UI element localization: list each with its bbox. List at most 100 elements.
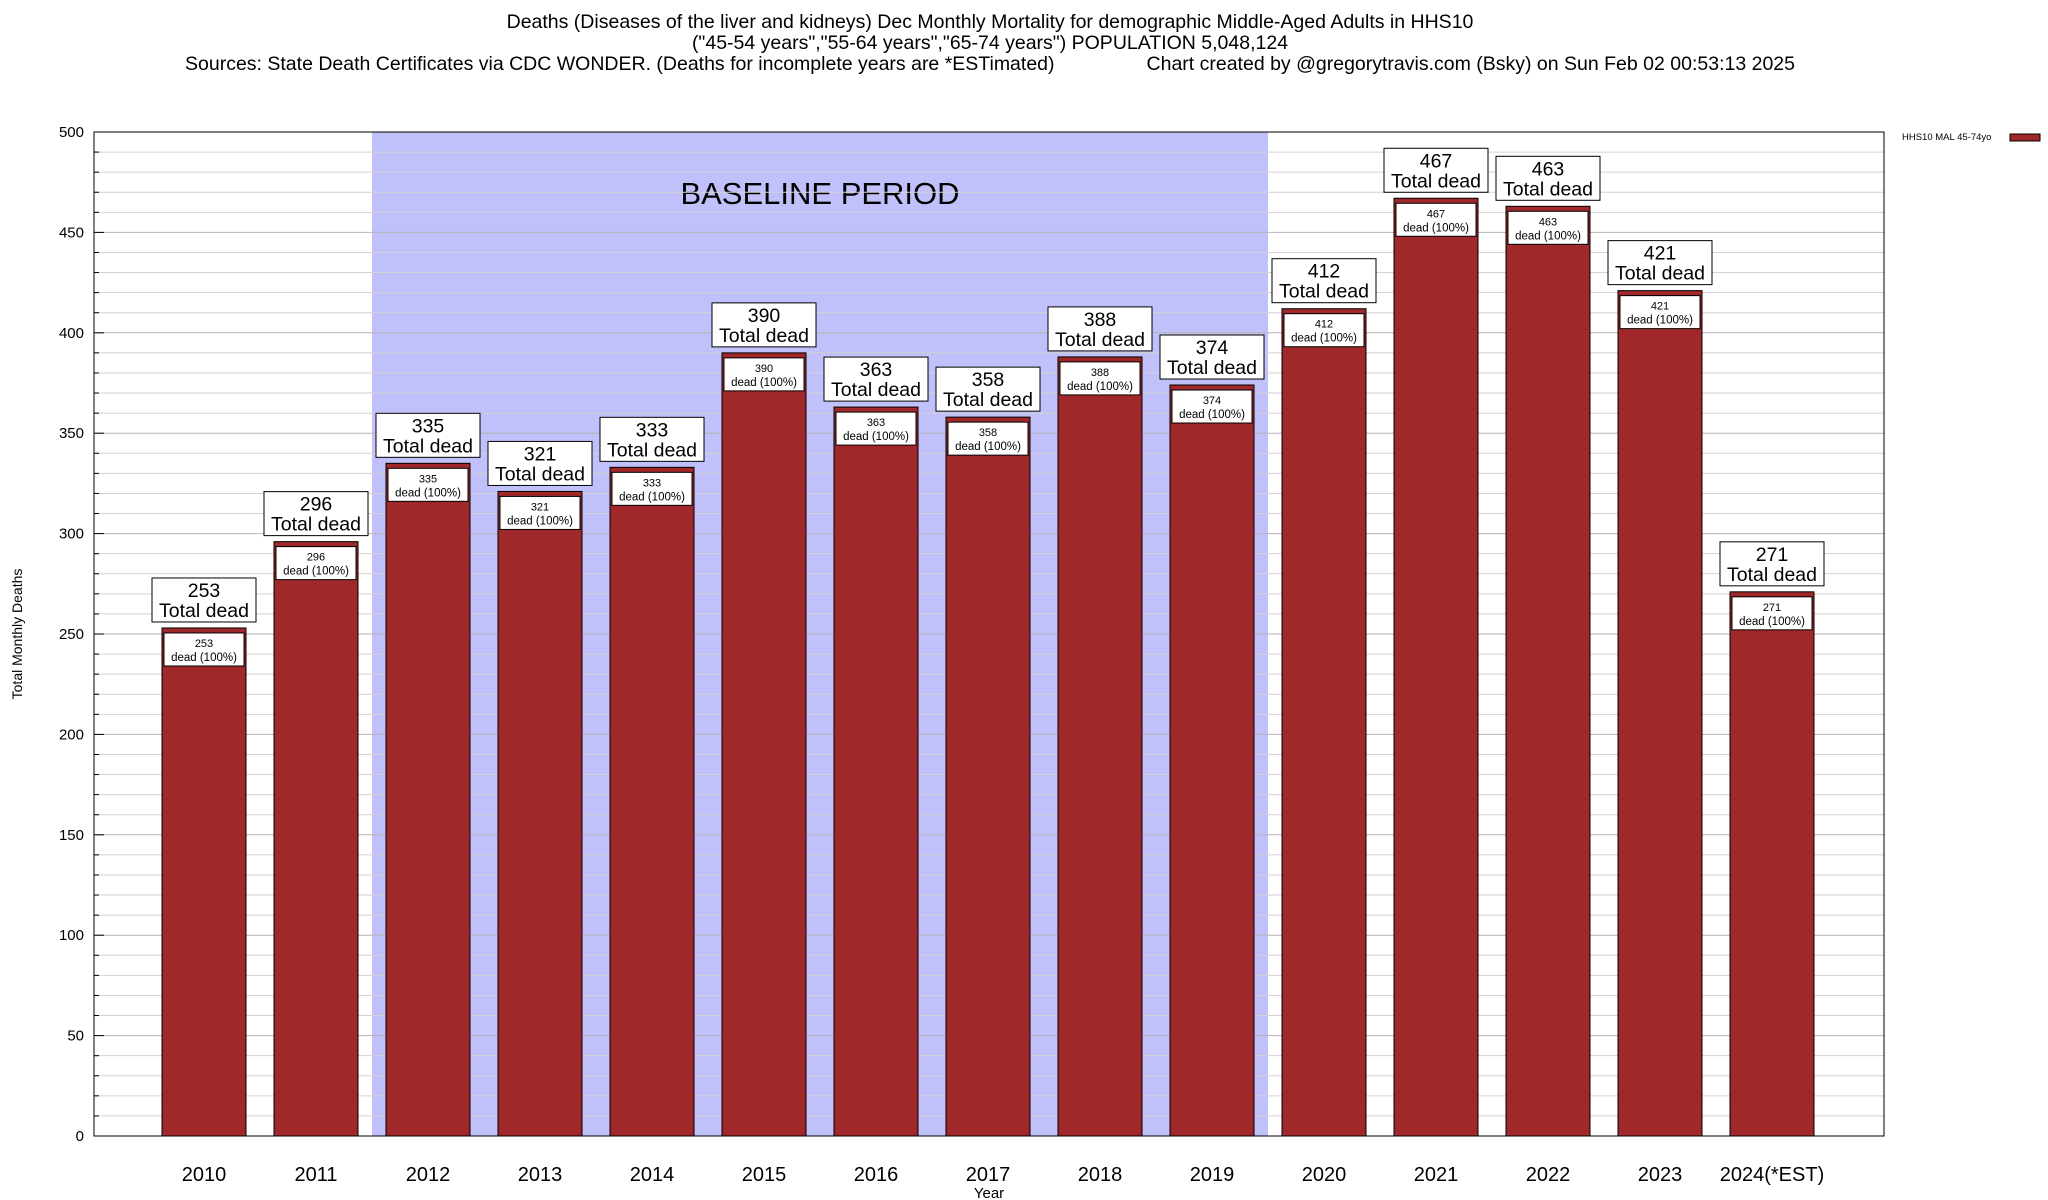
total-text-label: Total dead xyxy=(1727,564,1817,586)
total-text-label: Total dead xyxy=(607,439,697,461)
x-tick-label: 2024(*EST) xyxy=(1720,1164,1825,1186)
total-value-label: 463 xyxy=(1532,158,1565,180)
y-axis-label: Total Monthly Deaths xyxy=(9,569,25,700)
bar-2015 xyxy=(721,352,807,1137)
x-tick-label: 2023 xyxy=(1638,1164,1683,1186)
inner-label-box xyxy=(611,471,693,506)
y-tick-label: 350 xyxy=(59,425,84,442)
inner-label-box xyxy=(1171,389,1253,424)
bar-2010 xyxy=(161,627,247,1137)
legend-label: HHS10 MAL 45-74yo xyxy=(1902,132,1991,143)
x-tick-label: 2011 xyxy=(294,1164,337,1186)
total-text-label: Total dead xyxy=(1055,329,1145,351)
x-tick-label: 2018 xyxy=(1078,1164,1123,1186)
inner-percent-label: dead (100%) xyxy=(1739,616,1805,628)
chart-sources: Sources: State Death Certificates via CD… xyxy=(185,53,1055,75)
x-tick-label: 2012 xyxy=(406,1164,451,1186)
bar-2011 xyxy=(273,541,359,1137)
total-label-box xyxy=(375,412,481,458)
inner-label-box xyxy=(1395,202,1477,237)
total-text-label: Total dead xyxy=(1615,263,1705,285)
inner-percent-label: dead (100%) xyxy=(171,652,237,664)
inner-value-label: 271 xyxy=(1763,602,1781,614)
chart-title: Deaths (Diseases of the liver and kidney… xyxy=(506,11,1474,33)
inner-label-box xyxy=(387,467,469,502)
inner-label-box xyxy=(835,411,917,446)
chart-credit: Chart created by @gregorytravis.com (Bsk… xyxy=(1146,53,1795,75)
x-tick-label: 2021 xyxy=(1414,1164,1459,1186)
inner-value-label: 390 xyxy=(755,363,773,375)
total-value-label: 321 xyxy=(524,443,557,465)
inner-percent-label: dead (100%) xyxy=(1291,333,1357,345)
total-text-label: Total dead xyxy=(1391,170,1481,192)
inner-label-box xyxy=(947,421,1029,456)
total-value-label: 390 xyxy=(748,305,781,327)
inner-percent-label: dead (100%) xyxy=(955,441,1021,453)
total-text-label: Total dead xyxy=(831,379,921,401)
total-label-box xyxy=(599,416,705,462)
total-value-label: 421 xyxy=(1644,243,1677,265)
y-tick-label: 400 xyxy=(59,325,84,342)
inner-percent-label: dead (100%) xyxy=(1179,409,1245,421)
total-text-label: Total dead xyxy=(383,435,473,457)
total-text-label: Total dead xyxy=(495,463,585,485)
total-text-label: Total dead xyxy=(943,389,1033,411)
y-tick-label: 500 xyxy=(59,124,84,141)
inner-value-label: 467 xyxy=(1427,208,1445,220)
total-label-box xyxy=(1719,541,1825,587)
y-tick-label: 0 xyxy=(76,1128,84,1145)
inner-value-label: 335 xyxy=(419,473,437,485)
inner-percent-label: dead (100%) xyxy=(1403,222,1469,234)
inner-label-box xyxy=(1283,313,1365,348)
inner-label-box xyxy=(1059,361,1141,396)
y-tick-label: 450 xyxy=(59,224,84,241)
chart-title-block: Deaths (Diseases of the liver and kidney… xyxy=(0,12,1980,75)
x-tick-label: 2010 xyxy=(182,1164,227,1186)
total-label-box xyxy=(1047,306,1153,352)
total-value-label: 271 xyxy=(1756,544,1789,566)
total-text-label: Total dead xyxy=(1279,281,1369,303)
inner-value-label: 412 xyxy=(1315,319,1333,331)
total-text-label: Total dead xyxy=(271,514,361,536)
y-tick-label: 200 xyxy=(59,726,84,743)
total-label-box xyxy=(487,440,593,486)
total-value-label: 296 xyxy=(300,494,333,516)
bar-2018 xyxy=(1057,356,1143,1137)
inner-value-label: 388 xyxy=(1091,367,1109,379)
bar-2023 xyxy=(1617,290,1703,1137)
total-value-label: 333 xyxy=(636,419,669,441)
y-tick-label: 250 xyxy=(59,626,84,643)
total-label-box xyxy=(1159,334,1265,380)
total-label-box xyxy=(1607,240,1713,286)
total-value-label: 335 xyxy=(412,415,445,437)
inner-percent-label: dead (100%) xyxy=(731,377,797,389)
total-label-box xyxy=(1495,155,1601,201)
inner-percent-label: dead (100%) xyxy=(1627,315,1693,327)
inner-value-label: 421 xyxy=(1651,301,1669,313)
bar-2019 xyxy=(1169,384,1255,1137)
bar-2013 xyxy=(497,490,583,1137)
inner-percent-label: dead (100%) xyxy=(1067,381,1133,393)
chart-subtitle: ("45-54 years","55-64 years","65-74 year… xyxy=(691,32,1289,54)
bar-2024(*EST) xyxy=(1729,591,1815,1137)
inner-percent-label: dead (100%) xyxy=(283,566,349,578)
y-tick-label: 100 xyxy=(59,927,84,944)
x-tick-label: 2017 xyxy=(966,1164,1011,1186)
inner-percent-label: dead (100%) xyxy=(1515,230,1581,242)
y-tick-label: 50 xyxy=(67,1028,84,1045)
inner-percent-label: dead (100%) xyxy=(843,431,909,443)
inner-label-box xyxy=(163,632,245,667)
x-tick-label: 2022 xyxy=(1526,1164,1571,1186)
total-value-label: 467 xyxy=(1420,150,1453,172)
total-label-box xyxy=(935,366,1041,412)
inner-percent-label: dead (100%) xyxy=(619,491,685,503)
inner-label-box xyxy=(275,546,357,581)
total-value-label: 374 xyxy=(1196,337,1229,359)
inner-label-box xyxy=(1507,210,1589,245)
inner-percent-label: dead (100%) xyxy=(395,487,461,499)
total-value-label: 253 xyxy=(188,580,221,602)
inner-percent-label: dead (100%) xyxy=(507,515,573,527)
inner-value-label: 463 xyxy=(1539,216,1557,228)
total-label-box xyxy=(151,577,257,623)
x-axis-label: Year xyxy=(974,1185,1004,1200)
